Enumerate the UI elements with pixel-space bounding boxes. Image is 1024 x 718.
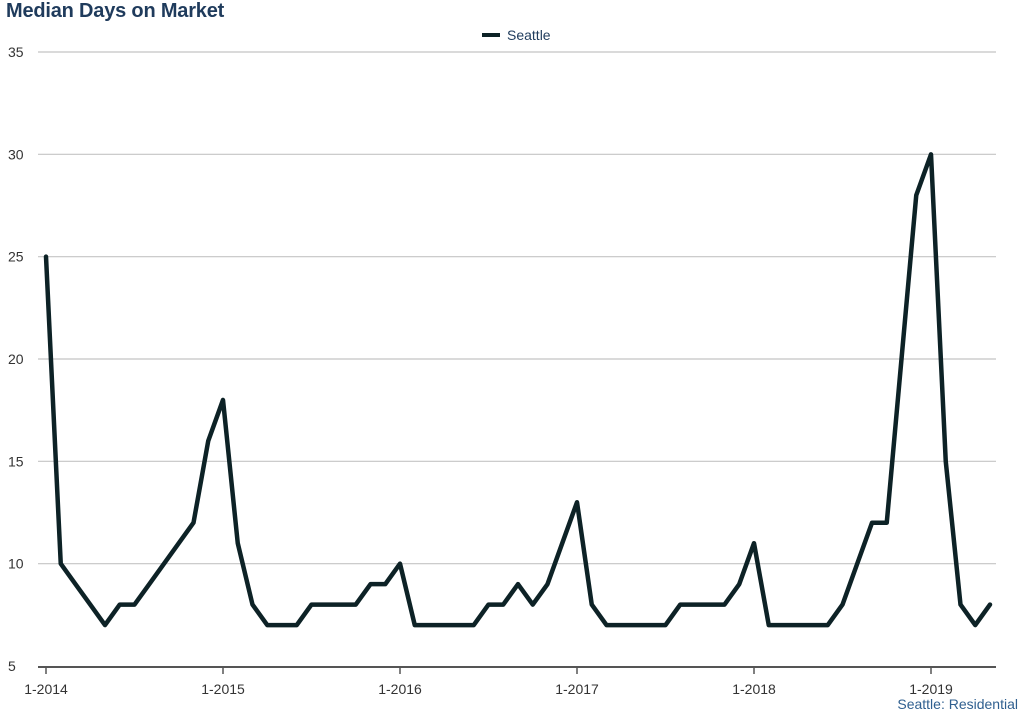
x-tick-label: 1-2018 (732, 681, 776, 697)
legend: Seattle (482, 27, 551, 43)
chart-title: Median Days on Market (6, 0, 225, 22)
series-line-seattle (43, 152, 993, 628)
x-tick-label: 1-2019 (909, 681, 953, 697)
series-layer (43, 152, 993, 628)
y-tick-label: 30 (8, 146, 24, 162)
y-tick-label: 15 (8, 453, 24, 469)
x-tick-label: 1-2014 (24, 681, 68, 697)
y-tick-label: 5 (8, 658, 16, 674)
y-axis-ticks: 5 10 15 20 25 30 35 (8, 44, 24, 674)
y-tick-label: 35 (8, 44, 24, 60)
x-tick-label: 1-2017 (555, 681, 599, 697)
y-tick-label: 10 (8, 556, 24, 572)
y-tick-label: 25 (8, 249, 24, 265)
y-tick-label: 20 (8, 351, 24, 367)
gridlines (38, 51, 996, 565)
x-tick-label: 1-2016 (378, 681, 422, 697)
x-tick-label: 1-2015 (201, 681, 245, 697)
legend-label-seattle: Seattle (507, 27, 551, 43)
chart-footer: Seattle: Residential (897, 696, 1018, 712)
x-axis: 1-2014 1-2015 1-2016 1-2017 1-2018 1-2019 (24, 666, 996, 697)
